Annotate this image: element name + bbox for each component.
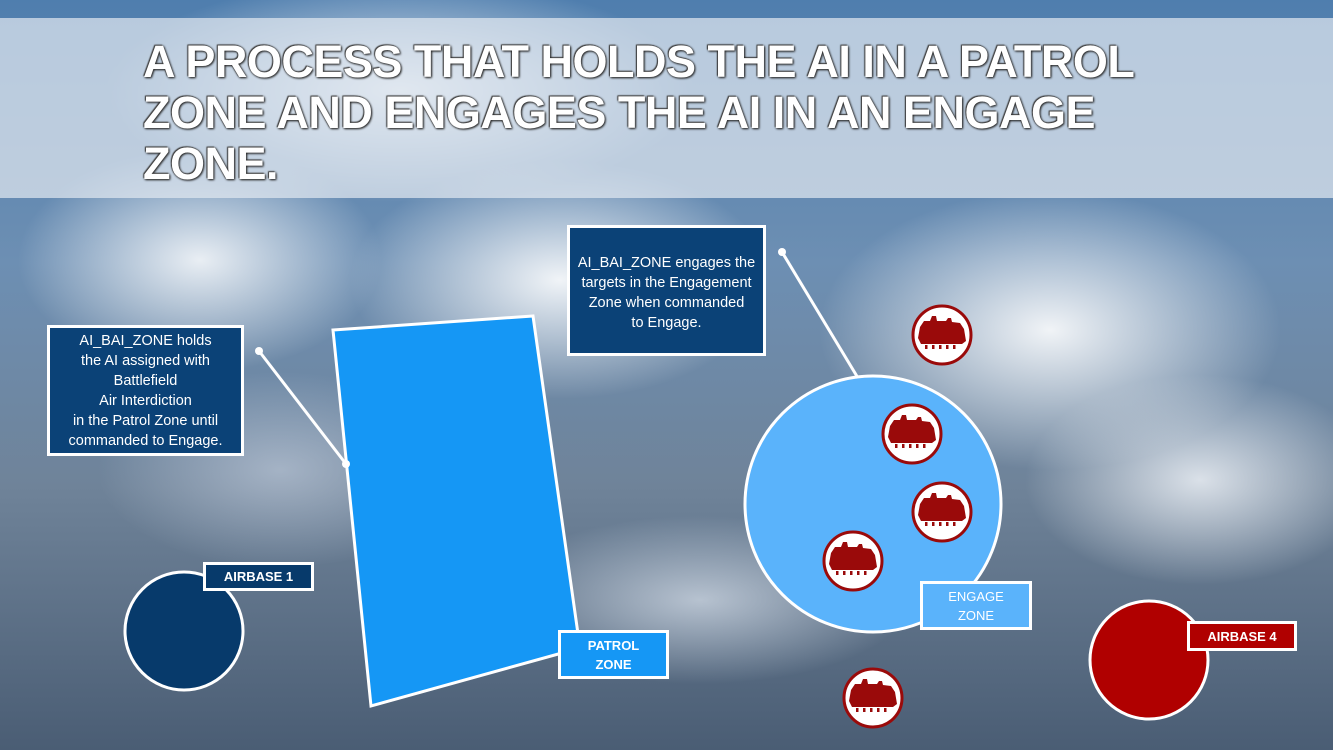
callout-line: to Engage. bbox=[631, 315, 702, 331]
label-text: ZONE bbox=[957, 607, 995, 623]
airbase-1 bbox=[123, 570, 245, 692]
label-patrol-zone: PATROL ZONE bbox=[558, 630, 669, 679]
callout-engage: AI_BAI_ZONE engages the targets in the E… bbox=[567, 225, 766, 356]
callout-line: commanded to Engage. bbox=[68, 433, 223, 449]
label-text: AIRBASE 4 bbox=[1207, 628, 1277, 644]
airbase-4 bbox=[1088, 599, 1210, 721]
title-band bbox=[0, 18, 1333, 198]
connector-dot bbox=[342, 460, 350, 468]
callout-line: AI_BAI_ZONE holds bbox=[79, 333, 212, 349]
callout-line: targets in the Engagement bbox=[581, 275, 752, 291]
callout-patrol: AI_BAI_ZONE holds the AI assigned with B… bbox=[47, 325, 244, 456]
connector-dot bbox=[778, 248, 786, 256]
target-5 bbox=[842, 667, 904, 729]
target-4 bbox=[822, 530, 884, 592]
label-text: AIRBASE 1 bbox=[223, 569, 294, 584]
label-text: ENGAGE bbox=[948, 588, 1004, 604]
label-text: PATROL bbox=[587, 637, 640, 653]
callout-line: the AI assigned with bbox=[81, 353, 210, 369]
callout-line: Zone when commanded bbox=[588, 295, 745, 311]
callout-connector-patrol bbox=[257, 350, 348, 465]
target-2 bbox=[881, 403, 943, 465]
label-text: ZONE bbox=[595, 656, 632, 672]
target-3 bbox=[911, 481, 973, 543]
page-title: A PROCESS THAT HOLDS THE AI IN A PATROL … bbox=[143, 36, 1134, 189]
label-engage-zone: ENGAGE ZONE bbox=[920, 581, 1032, 630]
callout-connector-engage bbox=[780, 251, 860, 379]
callout-line: Battlefield bbox=[113, 373, 178, 389]
callout-line: in the Patrol Zone until bbox=[72, 413, 219, 429]
connector-dot bbox=[255, 347, 263, 355]
label-airbase-4: AIRBASE 4 bbox=[1187, 621, 1297, 651]
target-1 bbox=[911, 304, 973, 366]
callout-line: AI_BAI_ZONE engages the bbox=[577, 255, 756, 271]
patrol-zone bbox=[331, 314, 582, 708]
label-airbase-1: AIRBASE 1 bbox=[203, 562, 314, 591]
callout-line: Air Interdiction bbox=[99, 393, 192, 409]
